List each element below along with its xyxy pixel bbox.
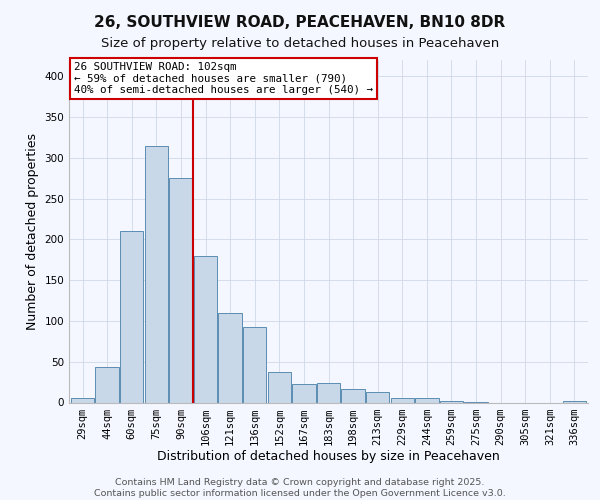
Bar bbox=[194, 256, 217, 402]
Bar bbox=[218, 313, 242, 402]
Bar bbox=[563, 401, 586, 402]
Bar bbox=[243, 326, 266, 402]
Bar bbox=[366, 392, 389, 402]
Text: 26, SOUTHVIEW ROAD, PEACEHAVEN, BN10 8DR: 26, SOUTHVIEW ROAD, PEACEHAVEN, BN10 8DR bbox=[94, 15, 506, 30]
Bar bbox=[292, 384, 316, 402]
Bar bbox=[440, 401, 463, 402]
X-axis label: Distribution of detached houses by size in Peacehaven: Distribution of detached houses by size … bbox=[157, 450, 500, 464]
Text: 26 SOUTHVIEW ROAD: 102sqm
← 59% of detached houses are smaller (790)
40% of semi: 26 SOUTHVIEW ROAD: 102sqm ← 59% of detac… bbox=[74, 62, 373, 95]
Y-axis label: Number of detached properties: Number of detached properties bbox=[26, 132, 39, 330]
Bar bbox=[415, 398, 439, 402]
Bar bbox=[317, 383, 340, 402]
Bar bbox=[268, 372, 291, 402]
Bar bbox=[169, 178, 193, 402]
Bar bbox=[95, 368, 119, 402]
Text: Contains HM Land Registry data © Crown copyright and database right 2025.
Contai: Contains HM Land Registry data © Crown c… bbox=[94, 478, 506, 498]
Bar bbox=[391, 398, 414, 402]
Bar bbox=[145, 146, 168, 402]
Bar bbox=[71, 398, 94, 402]
Bar bbox=[341, 390, 365, 402]
Bar bbox=[120, 231, 143, 402]
Text: Size of property relative to detached houses in Peacehaven: Size of property relative to detached ho… bbox=[101, 38, 499, 51]
